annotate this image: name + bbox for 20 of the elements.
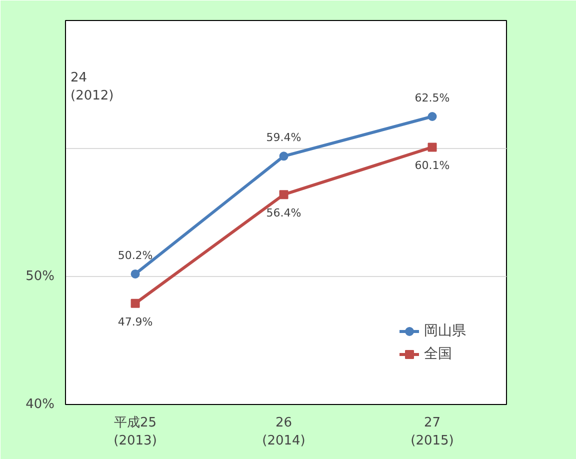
point: [428, 142, 437, 152]
point: [130, 298, 140, 308]
point: [279, 190, 288, 200]
y-tick-label: 40%: [26, 397, 55, 412]
legend-label: 全国: [424, 345, 452, 363]
x-tick-label: 26 (2014): [262, 416, 306, 448]
data-label: 62.5%: [414, 92, 450, 104]
y-tick-label: 50%: [26, 269, 55, 284]
point: [130, 269, 140, 278]
x-tick-label: 平成25 (2013): [114, 416, 157, 448]
legend-label: 岡山県: [424, 322, 466, 340]
x-tick-label: 27 (2015): [410, 416, 454, 448]
data-label: 47.9%: [118, 315, 153, 328]
data-label: 56.4%: [266, 206, 302, 220]
point: [279, 152, 288, 161]
data-label: 50.2%: [118, 248, 153, 262]
annotation: 24 (2012): [70, 70, 114, 104]
data-label: 60.1%: [414, 159, 450, 172]
point: [428, 112, 437, 121]
data-label: 59.4%: [266, 131, 302, 144]
